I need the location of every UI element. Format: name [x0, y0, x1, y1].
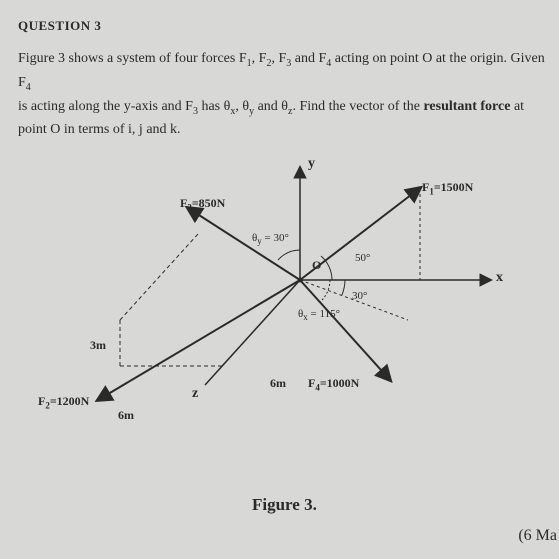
f2-label: F2=1200N: [38, 394, 89, 410]
question-number: QUESTION 3: [18, 18, 559, 34]
origin-point: [298, 278, 303, 283]
origin-label: O: [312, 258, 321, 273]
f1-label: F1=1500N: [422, 180, 473, 196]
marks-label: (6 Ma: [518, 527, 557, 545]
angle-30-label: 30°: [352, 290, 367, 302]
dim-6m-b: 6m: [270, 376, 286, 391]
force-f4: [300, 280, 390, 380]
angle-theta-y: [278, 250, 300, 260]
figure-3-diagram: y x z O F1=1500N F2=1200N F3=850N F4=100…: [60, 160, 520, 460]
dim-3m: 3m: [90, 338, 106, 353]
z-axis-label: z: [192, 386, 198, 402]
theta-y-label: θy = 30°: [252, 232, 289, 246]
theta-x-label: θx = 115°: [298, 308, 340, 322]
figure-caption: Figure 3.: [252, 495, 317, 515]
x-axis-label: x: [496, 270, 503, 286]
y-axis-label: y: [308, 156, 315, 172]
angle-30: [342, 280, 345, 295]
angle-50-label: 50°: [355, 252, 370, 264]
dim-6m-a: 6m: [118, 408, 134, 423]
question-prompt: Figure 3 shows a system of four forces F…: [18, 48, 558, 142]
f4-label: F4=1000N: [308, 376, 359, 392]
f3-label: F3=850N: [180, 196, 225, 212]
